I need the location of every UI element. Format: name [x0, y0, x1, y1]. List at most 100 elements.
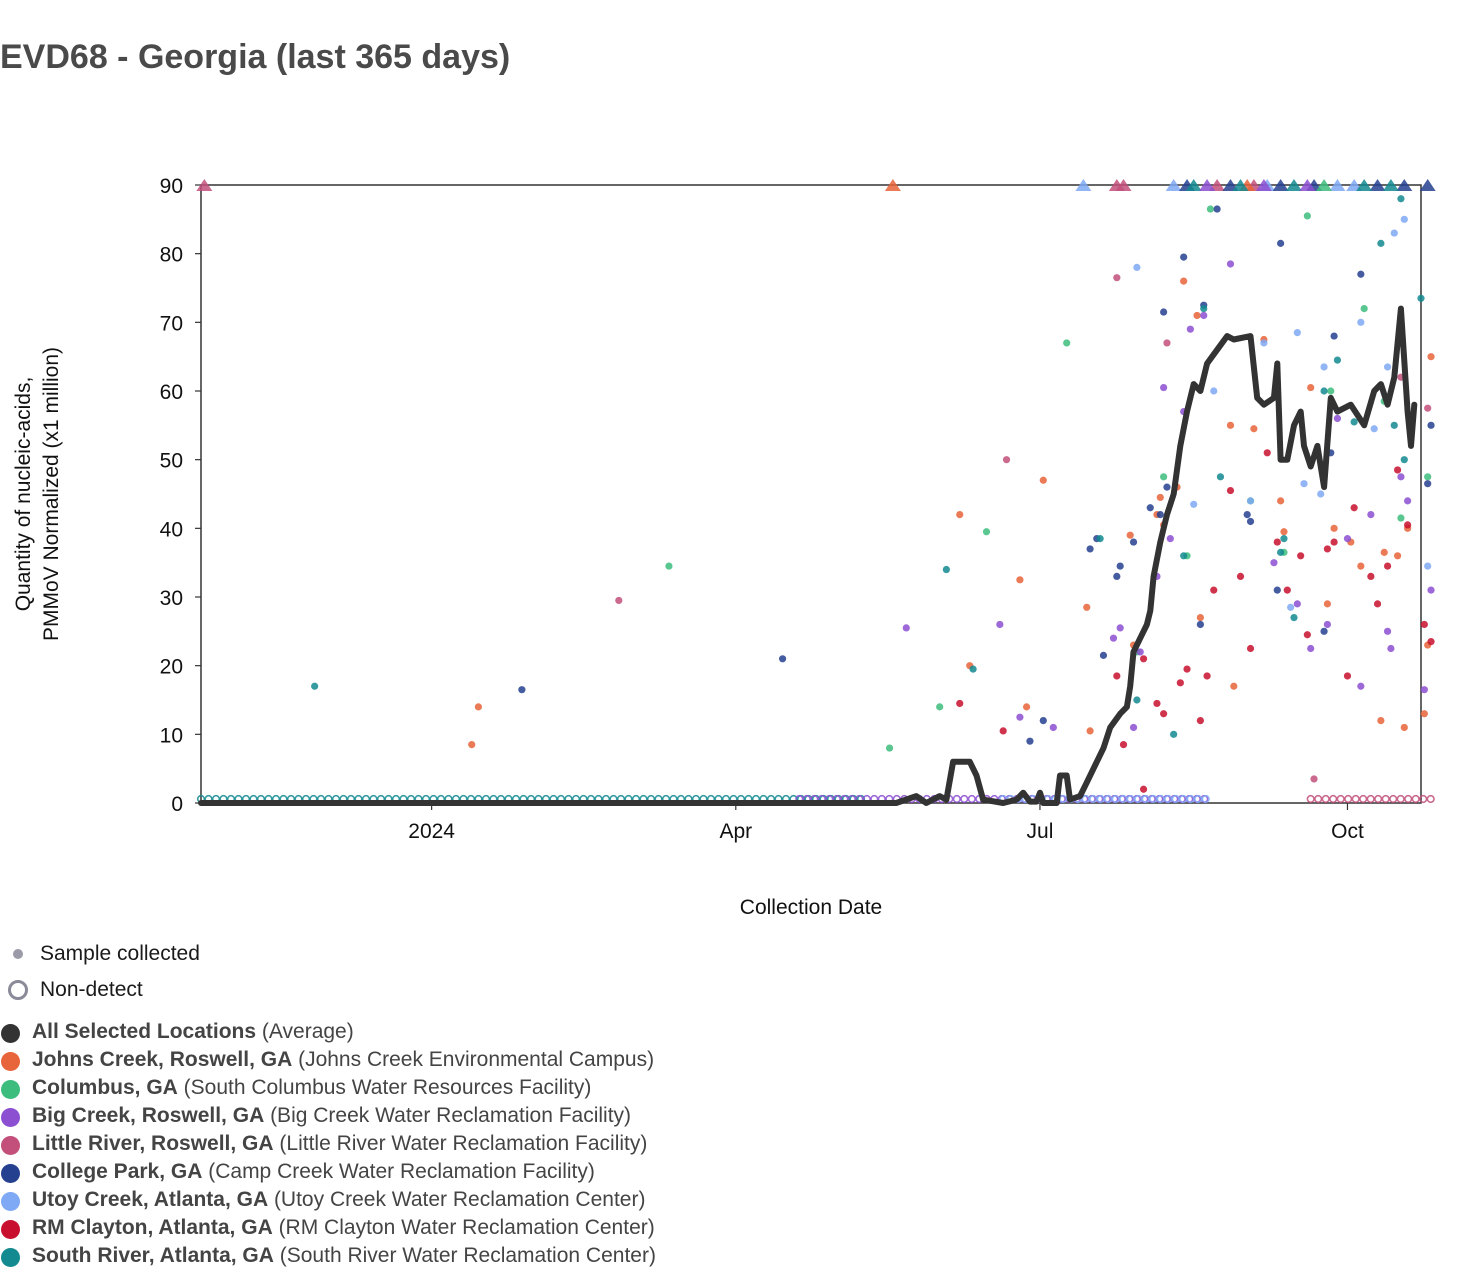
sample-point [1119, 741, 1128, 749]
sample-point [1113, 572, 1121, 581]
sample-point [1277, 497, 1285, 505]
sample-point [1133, 696, 1141, 704]
sample-point [1113, 672, 1121, 680]
sample-point [1424, 562, 1432, 570]
filled-dot-icon [13, 949, 23, 959]
sample-point [311, 682, 319, 690]
sample-point [1383, 627, 1392, 635]
sample-point [1146, 504, 1154, 512]
offscale-marker [1199, 179, 1216, 191]
sample-point [474, 703, 483, 711]
sample-point [999, 727, 1007, 735]
sample-point [1246, 644, 1255, 653]
sample-point [1116, 624, 1124, 632]
sample-point [1180, 277, 1188, 285]
offscale-marker [1209, 179, 1226, 191]
series-detail: (Average) [256, 1020, 354, 1043]
sample-point [1424, 404, 1432, 412]
series-detail: (Johns Creek Environmental Campus) [292, 1048, 655, 1071]
nondetect-marker [1389, 794, 1398, 804]
offscale-marker [1255, 179, 1272, 191]
series-label: All Selected Locations (Average) [32, 1020, 354, 1044]
y-tick-label: 30 [160, 587, 183, 610]
sample-point [1330, 538, 1338, 546]
sample-point [1377, 717, 1385, 725]
sample-point [1260, 339, 1268, 347]
sample-point [1310, 775, 1318, 783]
sample-point [1357, 270, 1365, 278]
sample-point [1099, 651, 1108, 659]
nondetect-markers [196, 794, 1435, 804]
sample-point [1323, 620, 1332, 629]
sample-point [1420, 686, 1428, 694]
sample-point [1116, 562, 1124, 570]
sample-point [1139, 655, 1148, 663]
nondetect-marker [1381, 794, 1390, 804]
sample-point [1049, 723, 1057, 732]
sample-point [969, 665, 977, 673]
sample-point [1160, 308, 1168, 316]
sample-point [1367, 510, 1375, 519]
sample-point [1277, 239, 1285, 247]
nondetect-marker [1404, 794, 1413, 804]
sample-point [1183, 665, 1191, 673]
series-name: All Selected Locations [32, 1020, 257, 1043]
sample-point [1367, 572, 1375, 581]
offscale-marker [1115, 179, 1132, 191]
sample-point [1300, 480, 1308, 488]
sample-point [1156, 493, 1164, 502]
sample-point [1290, 614, 1298, 622]
legend-marker-nondetect[interactable]: Non-detect [0, 974, 1000, 1010]
nondetect-marker [1336, 794, 1345, 804]
y-axis-label-line2: PMMoV Normalized (x1 million) [40, 347, 63, 641]
sample-point [1193, 311, 1201, 320]
nondetect-marker [1186, 794, 1195, 804]
sample-point [1357, 318, 1365, 326]
offscale-marker [1272, 179, 1289, 191]
sample-point [1210, 387, 1218, 395]
legend-marker-sample[interactable]: Sample collected [0, 938, 1000, 974]
nondetect-marker [1104, 794, 1113, 804]
legend-marker-label: Sample collected [40, 942, 200, 965]
sample-point [1226, 486, 1235, 495]
sample-point [1373, 600, 1382, 608]
x-axis: 2024 Apr Jul Oct [408, 803, 1364, 843]
sample-point [996, 620, 1004, 629]
sample-point [1243, 510, 1251, 519]
sample-point [1196, 620, 1204, 629]
sample-point [1086, 545, 1094, 553]
series-label: Big Creek, Roswell, GA (Big Creek Water … [32, 1104, 631, 1128]
nondetect-marker [1089, 794, 1098, 804]
sample-point [1287, 603, 1295, 611]
series-swatch-icon [1, 1220, 20, 1239]
sample-point [1263, 449, 1271, 457]
offscale-marker [196, 179, 213, 191]
sample-point [1303, 212, 1311, 220]
series-name: College Park, GA [32, 1160, 203, 1183]
sample-point [1166, 535, 1174, 543]
sample-point [1113, 274, 1121, 282]
nondetect-marker [1141, 794, 1150, 804]
offscale-marker [1329, 179, 1346, 191]
sample-point [778, 655, 787, 663]
sample-point [1343, 535, 1352, 543]
sample-point [1330, 524, 1338, 532]
offscale-marker [1299, 179, 1316, 191]
average-line [198, 305, 1418, 806]
sample-point [1200, 311, 1208, 320]
sample-point [1126, 531, 1134, 539]
average-line-path [198, 305, 1418, 806]
sample-point [518, 686, 526, 694]
sample-point [1323, 545, 1332, 553]
series-swatch-icon [1, 1080, 20, 1099]
series-name: RM Clayton, Atlanta, GA [32, 1216, 273, 1239]
y-tick-label: 40 [160, 518, 183, 541]
offscale-marker [1316, 179, 1333, 191]
sample-point [885, 744, 894, 752]
sample-point [1039, 476, 1047, 484]
y-tick-label: 0 [171, 793, 183, 816]
y-tick-label: 50 [160, 450, 183, 473]
sample-point [1026, 737, 1034, 745]
series-detail: (Camp Creek Water Reclamation Facility) [202, 1160, 595, 1183]
sample-point [1380, 548, 1388, 556]
